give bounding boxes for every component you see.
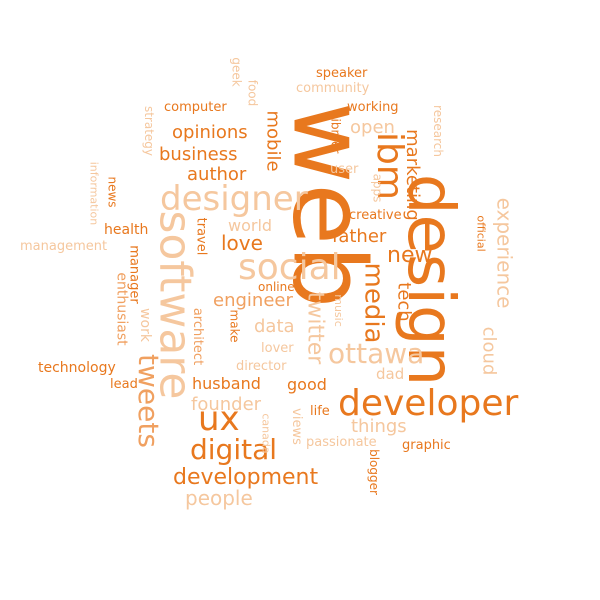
word-development: development — [173, 465, 319, 490]
word-digital: digital — [190, 433, 278, 466]
word-good: good — [287, 375, 327, 394]
word-open: open — [350, 117, 395, 138]
word-computer: computer — [164, 100, 227, 115]
word-technology: technology — [38, 360, 116, 376]
word-official: official — [474, 215, 488, 252]
word-management: management — [20, 239, 108, 254]
word-people: people — [185, 486, 253, 510]
word-passionate: passionate — [306, 435, 377, 450]
word-mobile: mobile — [262, 110, 284, 172]
word-husband: husband — [192, 374, 261, 393]
word-information: information — [87, 161, 101, 226]
word-ux: ux — [198, 399, 240, 439]
word-make: make — [227, 309, 242, 343]
word-media: media — [358, 262, 389, 344]
word-lover: lover — [261, 341, 294, 356]
word-marketing: marketing — [401, 129, 423, 221]
word-architect: architect — [190, 307, 206, 366]
word-director: director — [236, 359, 287, 374]
word-cloud: cloud — [478, 326, 500, 376]
word-experience: experience — [492, 197, 517, 309]
word-social: social — [238, 247, 341, 288]
word-tech: tech — [393, 282, 415, 322]
word-graphic: graphic — [402, 438, 451, 453]
word-ottawa: ottawa — [328, 337, 425, 370]
word-apps: apps — [370, 173, 385, 203]
word-speaker: speaker — [316, 66, 368, 81]
word-designer: designer — [160, 179, 308, 219]
word-life: life — [310, 404, 330, 419]
word-data: data — [254, 316, 295, 337]
word-blogger: blogger — [366, 449, 381, 495]
word-manager: manager — [126, 245, 142, 304]
word-strategy: strategy — [142, 105, 157, 157]
word-engineer: engineer — [213, 290, 293, 311]
word-travel: travel — [193, 217, 209, 256]
word-ibmer: ibmer — [328, 118, 343, 154]
word-father: father — [332, 226, 387, 247]
word-health: health — [104, 222, 149, 238]
word-dad: dad — [376, 365, 405, 383]
word-food: food — [245, 79, 260, 107]
word-music: music — [331, 294, 345, 327]
word-new: new — [387, 243, 433, 268]
word-tweets: tweets — [131, 354, 165, 448]
word-developer: developer — [338, 383, 519, 424]
word-working: working — [347, 100, 399, 115]
word-love: love — [221, 231, 263, 255]
word-online: online — [258, 280, 295, 294]
word-author: author — [187, 164, 247, 185]
word-canada: canada — [259, 413, 273, 454]
word-community: community — [296, 81, 370, 96]
word-work: work — [136, 308, 153, 342]
word-geek: geek — [229, 57, 244, 87]
word-business: business — [159, 144, 238, 165]
word-things: things — [351, 416, 407, 437]
word-world: world — [228, 216, 273, 235]
word-founder: founder — [191, 394, 262, 415]
word-research: research — [430, 105, 445, 157]
word-creative: creative — [349, 208, 402, 223]
word-opinions: opinions — [172, 122, 248, 143]
word-views: views — [288, 408, 304, 445]
word-news: news — [105, 176, 120, 208]
word-twitter: twitter — [302, 291, 328, 365]
word-lead: lead — [110, 377, 138, 392]
word-user: user — [330, 162, 359, 177]
